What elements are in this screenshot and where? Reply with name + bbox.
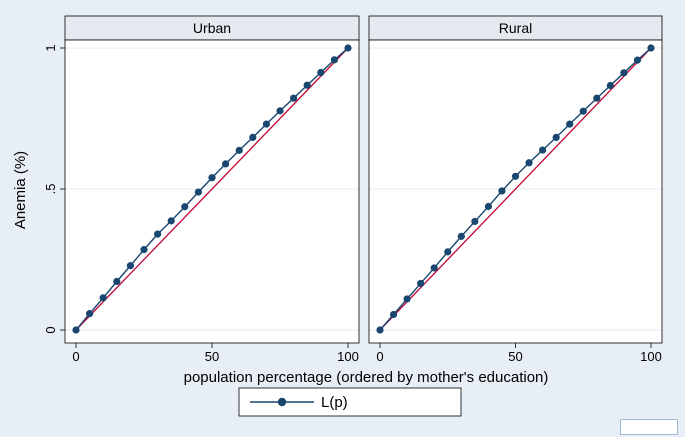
legend-series-marker <box>277 397 287 407</box>
data-point <box>444 248 452 256</box>
legend: L(p) <box>238 387 462 417</box>
data-point <box>140 246 148 254</box>
plot-area <box>65 40 359 343</box>
data-point <box>181 203 189 211</box>
panel-title: Rural <box>499 20 532 36</box>
corner-placeholder-box <box>620 419 678 435</box>
data-point <box>484 202 492 211</box>
data-point <box>290 94 298 102</box>
data-point <box>593 94 601 102</box>
data-point <box>539 146 547 154</box>
y-tick-label: 1 <box>43 44 58 51</box>
plot-area <box>369 40 662 343</box>
x-tick-label: 100 <box>337 349 359 364</box>
data-point <box>167 217 175 225</box>
legend-series-label: L(p) <box>321 394 348 411</box>
data-point <box>389 310 398 319</box>
data-point <box>552 133 560 141</box>
data-point <box>417 279 425 288</box>
data-point <box>376 326 384 334</box>
data-point <box>194 188 202 196</box>
data-point <box>235 146 243 154</box>
data-point <box>222 160 230 168</box>
data-point <box>606 81 614 90</box>
data-point <box>72 326 80 334</box>
data-point <box>430 264 438 272</box>
data-point <box>126 262 134 270</box>
equality-line <box>75 47 349 331</box>
data-point <box>330 56 338 64</box>
data-point <box>344 44 352 52</box>
data-point <box>579 107 587 115</box>
data-point <box>511 172 520 180</box>
data-point <box>249 133 257 141</box>
data-point <box>276 107 284 115</box>
y-tick-label: 0 <box>43 326 58 333</box>
data-point <box>113 277 121 286</box>
data-point <box>154 230 162 238</box>
x-tick-label: 100 <box>640 349 662 364</box>
data-point <box>471 217 479 226</box>
x-tick-label: 50 <box>508 349 522 364</box>
data-point <box>498 187 506 195</box>
x-tick-label: 50 <box>205 349 219 364</box>
data-point <box>208 174 216 182</box>
y-axis-title: Anemia (%) <box>12 151 29 229</box>
panel-rural: Rural 0 50 100 <box>368 15 663 364</box>
data-point <box>303 81 311 89</box>
x-axis-title: population percentage (ordered by mother… <box>184 369 549 386</box>
y-tick-label: .5 <box>43 184 58 195</box>
data-point <box>633 56 642 64</box>
data-point <box>647 44 655 52</box>
data-point <box>566 120 574 128</box>
panel-title: Urban <box>193 20 231 36</box>
panel-strip <box>64 15 360 41</box>
data-point <box>525 159 533 167</box>
data-point <box>403 295 411 303</box>
panel-strip <box>368 15 663 41</box>
data-point <box>262 120 270 128</box>
data-point <box>317 68 325 77</box>
panel-urban: Urban 0 50 100 0 .5 1 <box>43 15 360 364</box>
data-point <box>86 310 94 318</box>
x-tick-label: 0 <box>376 349 383 364</box>
equality-line <box>379 47 652 331</box>
data-point <box>457 232 465 240</box>
data-point <box>99 294 107 302</box>
x-tick-label: 0 <box>72 349 79 364</box>
data-point <box>620 69 628 77</box>
